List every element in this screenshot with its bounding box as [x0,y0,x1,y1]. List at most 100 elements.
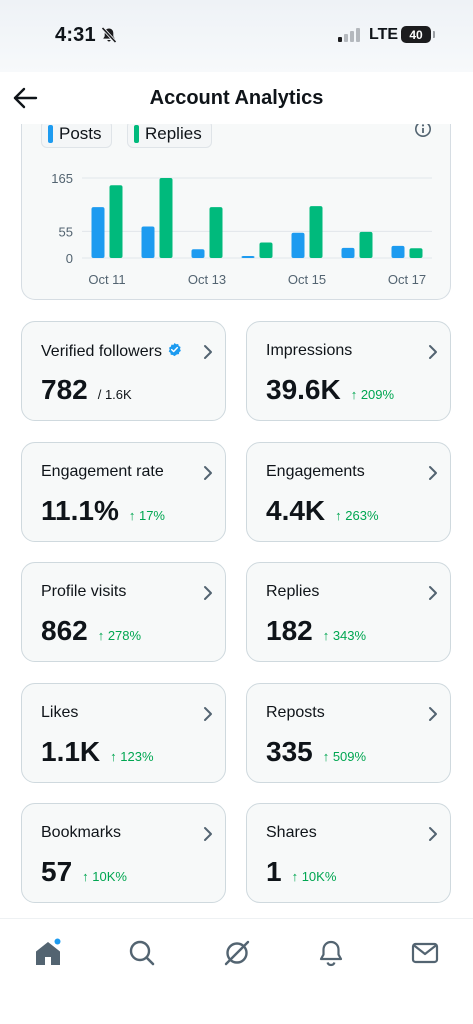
bell-off-icon [100,26,118,49]
bar-posts[interactable] [141,226,155,258]
stat-label: Verified followers [41,342,182,362]
stat-card-replies[interactable]: Replies 182 ↑ 343% [246,562,451,662]
bar-replies[interactable] [259,242,273,258]
stat-change: ↑ 17% [128,507,165,523]
stat-value-row: 11.1% ↑ 17% [41,495,165,527]
chevron-right-icon [203,465,213,486]
stat-label: Bookmarks [41,824,121,842]
x-tick-label: Oct 11 [88,272,125,287]
x-tick-label: Oct 17 [388,272,426,287]
signal-strength-icon [338,28,360,42]
stat-label: Likes [41,704,78,722]
legend-replies-label: Replies [145,124,202,143]
stat-label: Replies [266,583,319,601]
stat-label-text: Verified followers [41,343,162,360]
stat-change: ↑ 123% [110,748,154,764]
stat-card-profile-visits[interactable]: Profile visits 862 ↑ 278% [21,562,226,662]
stat-value: 862 [41,615,88,646]
nav-search-icon[interactable] [126,937,158,969]
bar-posts[interactable] [341,247,355,258]
stat-change: ↑ 509% [322,748,367,764]
status-time: 4:31 [55,24,96,46]
stat-change: ↑ 343% [322,628,367,643]
stat-change: ↑ 209% [350,387,395,402]
chevron-right-icon [428,585,438,606]
stat-value-row: 1 ↑ 10K% [266,856,336,888]
chevron-right-icon [203,585,213,606]
y-tick-label: 165 [51,171,73,186]
chevron-right-icon [428,465,438,486]
bar-posts[interactable] [241,256,255,258]
stat-card-impressions[interactable]: Impressions 39.6K ↑ 209% [246,321,451,421]
battery-icon: 40 [401,26,435,43]
bar-replies[interactable] [159,178,173,258]
status-bar: 4:31 LTE 40 [0,0,473,72]
legend-replies[interactable]: Replies [127,120,212,148]
bar-replies[interactable] [409,248,423,258]
stat-label: Engagements [266,463,365,481]
stat-card-engagement-rate[interactable]: Engagement rate 11.1% ↑ 17% [21,441,226,542]
stat-value: 57 [41,856,73,887]
legend-posts[interactable]: Posts [41,120,112,148]
stat-label: Reposts [266,704,325,722]
x-tick-label: Oct 13 [188,272,226,287]
back-arrow-icon[interactable] [12,85,40,111]
legend-posts-swatch [48,125,53,143]
engagement-chart-card: Posts Replies 165 55 0 Oct 11 Oct 13 Oct 15 Oc… [21,110,451,300]
nav-messages-icon[interactable] [409,937,441,969]
stat-label-text: Impressions [266,342,353,359]
stat-card-likes[interactable]: Likes 1.1K ↑ 123% [21,682,226,783]
nav-notifications-icon[interactable] [315,937,347,969]
stat-card-verified-followers[interactable]: Verified followers 782 / 1.6K [21,321,226,421]
bar-replies[interactable] [209,207,223,258]
stat-value-row: 862 ↑ 278% [41,615,141,647]
bar-replies[interactable] [109,185,123,258]
chevron-right-icon [428,706,438,727]
legend-replies-swatch [134,125,139,143]
stat-value-row: 4.4K ↑ 263% [266,495,379,527]
header: Account Analytics [0,72,473,124]
chevron-right-icon [203,706,213,727]
nav-home-icon[interactable] [32,937,64,969]
bar-posts[interactable] [291,232,305,258]
stat-total: / 1.6K [97,387,132,402]
stat-value-row: 1.1K ↑ 123% [41,736,154,768]
stat-value: 182 [266,615,313,646]
y-tick-label: 0 [66,251,73,266]
stat-value: 4.4K [266,494,326,526]
stat-label-text: Replies [266,583,320,600]
bar-posts[interactable] [91,207,105,258]
battery-level: 40 [409,27,423,42]
network-type: LTE [369,26,399,43]
stat-value-row: 335 ↑ 509% [266,736,366,768]
nav-grok-icon[interactable] [221,937,253,969]
stat-value: 1 [266,856,282,887]
stat-label-text: Engagements [266,462,365,480]
stat-label: Profile visits [41,583,126,601]
stat-label-text: Reposts [266,703,325,721]
stat-value-row: 782 / 1.6K [41,374,132,406]
y-tick-label: 55 [59,224,73,239]
stat-change: ↑ 278% [97,628,142,643]
stat-change: ↑ 263% [335,507,379,523]
bar-replies[interactable] [309,206,323,258]
stat-value-row: 57 ↑ 10K% [41,856,127,888]
stat-value: 11.1% [41,494,119,526]
stat-value-row: 182 ↑ 343% [266,615,366,647]
stat-card-bookmarks[interactable]: Bookmarks 57 ↑ 10K% [21,803,226,903]
bar-replies[interactable] [359,231,373,258]
stat-card-reposts[interactable]: Reposts 335 ↑ 509% [246,682,451,783]
stat-card-shares[interactable]: Shares 1 ↑ 10K% [246,803,451,903]
bar-posts[interactable] [191,249,205,258]
stat-change: ↑ 10K% [291,869,337,884]
stat-value: 782 [41,374,88,405]
legend-posts-label: Posts [59,124,102,143]
stat-label: Shares [266,824,317,842]
stat-label: Engagement rate [41,463,164,481]
stat-card-engagements[interactable]: Engagements 4.4K ↑ 263% [246,441,451,542]
bar-posts[interactable] [391,245,405,258]
chevron-right-icon [203,344,213,365]
chevron-right-icon [203,826,213,847]
bar-chart: 165 55 0 Oct 11 Oct 13 Oct 15 Oct 17 [51,171,432,287]
stat-label-text: Profile visits [41,583,127,600]
